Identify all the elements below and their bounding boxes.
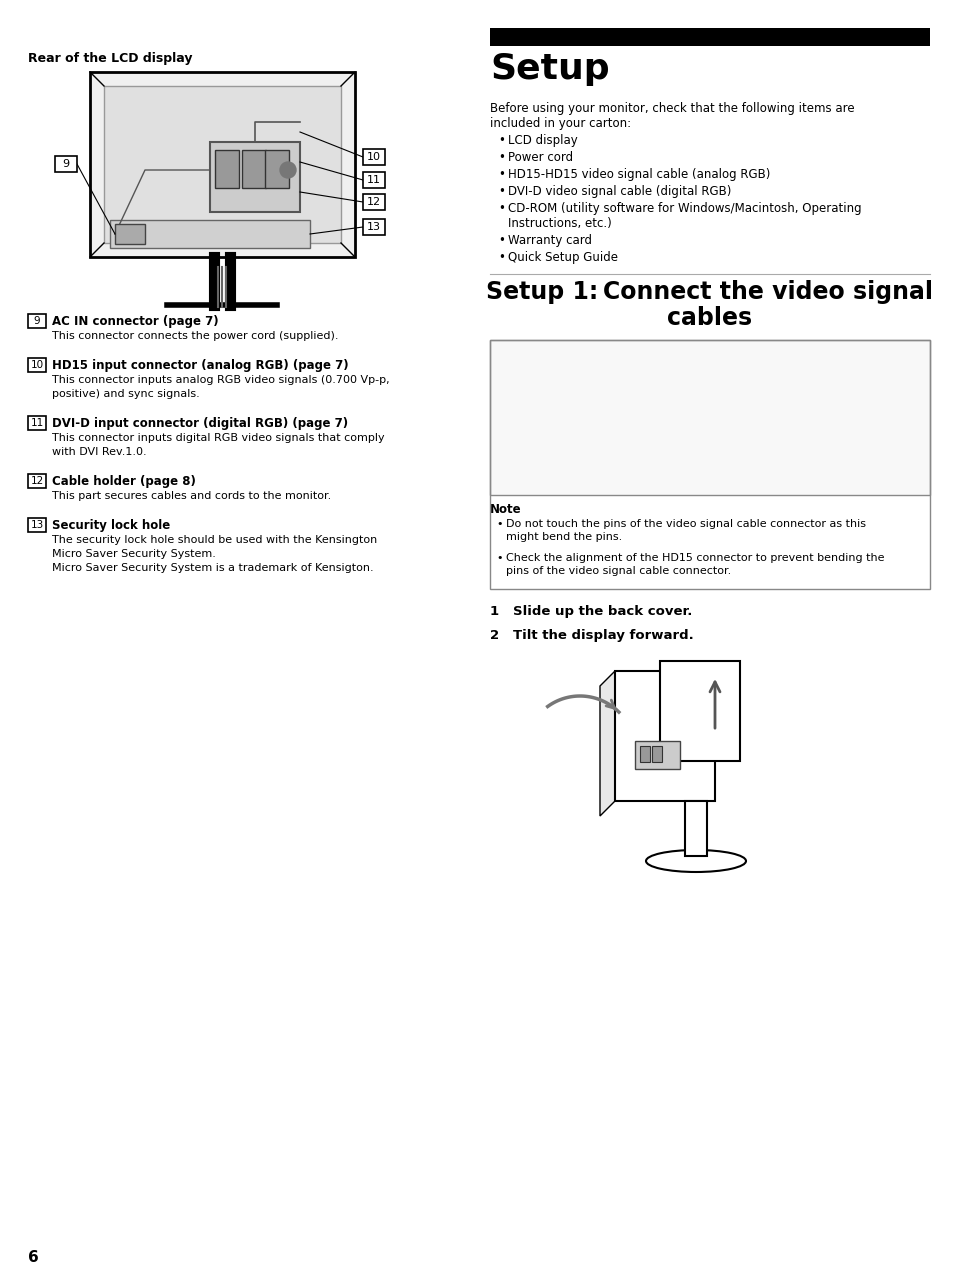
Text: pins of the video signal cable connector.: pins of the video signal cable connector… bbox=[505, 566, 731, 576]
Bar bbox=[104, 87, 340, 243]
Text: •: • bbox=[497, 152, 504, 164]
Bar bbox=[635, 741, 679, 769]
Text: Turn off the monitor and computer before connecting: Turn off the monitor and computer before… bbox=[510, 350, 864, 363]
Text: CD-ROM (utility software for Windows/Macintosh, Operating: CD-ROM (utility software for Windows/Mac… bbox=[507, 203, 861, 215]
Text: HD15-HD15 video signal cable (analog RGB): HD15-HD15 video signal cable (analog RGB… bbox=[507, 168, 770, 181]
Text: 10: 10 bbox=[367, 152, 380, 162]
Text: The security lock hole should be used with the Kensington: The security lock hole should be used wi… bbox=[52, 535, 376, 545]
Bar bbox=[55, 155, 77, 172]
Text: •: • bbox=[496, 519, 502, 529]
Bar bbox=[28, 519, 46, 533]
Text: 13: 13 bbox=[367, 222, 380, 232]
Text: This connector connects the power cord (supplied).: This connector connects the power cord (… bbox=[52, 331, 338, 341]
Text: LCD display: LCD display bbox=[507, 134, 578, 147]
Bar bbox=[615, 671, 714, 801]
Bar bbox=[110, 220, 310, 248]
Text: cables: cables bbox=[667, 306, 752, 330]
Bar bbox=[490, 340, 929, 589]
Bar bbox=[28, 474, 46, 488]
Text: might bend the pins.: might bend the pins. bbox=[505, 533, 621, 541]
Text: with DVI Rev.1.0.: with DVI Rev.1.0. bbox=[52, 447, 147, 457]
Circle shape bbox=[280, 162, 295, 178]
Text: Power cord: Power cord bbox=[507, 152, 573, 164]
Text: them.: them. bbox=[510, 364, 548, 378]
Text: Security lock hole: Security lock hole bbox=[52, 519, 170, 533]
Bar bbox=[639, 747, 649, 762]
Text: input connector (analog RGB), refer to “Connect a: input connector (analog RGB), refer to “… bbox=[510, 403, 843, 417]
Bar bbox=[684, 801, 706, 856]
Bar bbox=[490, 28, 929, 46]
Bar bbox=[28, 313, 46, 327]
Bar bbox=[265, 150, 289, 189]
Text: 6: 6 bbox=[28, 1250, 39, 1265]
Text: 11: 11 bbox=[30, 418, 44, 428]
Bar bbox=[115, 224, 145, 245]
Text: Rear of the LCD display: Rear of the LCD display bbox=[28, 52, 193, 65]
Text: 12: 12 bbox=[367, 197, 380, 206]
Text: Note: Note bbox=[490, 503, 521, 516]
Text: Before using your monitor, check that the following items are
included in your c: Before using your monitor, check that th… bbox=[490, 102, 854, 130]
Bar bbox=[363, 172, 385, 189]
Text: When connecting the computer to the monitor’s HD15: When connecting the computer to the moni… bbox=[510, 389, 870, 401]
Text: DVI-D video signal cable (digital RGB): DVI-D video signal cable (digital RGB) bbox=[507, 185, 731, 197]
Text: Setup 1: Connect the video signal: Setup 1: Connect the video signal bbox=[486, 280, 933, 304]
Text: 13: 13 bbox=[30, 520, 44, 530]
Text: Micro Saver Security System.: Micro Saver Security System. bbox=[52, 549, 215, 559]
Text: •: • bbox=[497, 134, 504, 147]
Text: Do not touch the pins of the video signal cable connector as this: Do not touch the pins of the video signa… bbox=[505, 519, 865, 529]
Bar bbox=[214, 150, 239, 189]
Polygon shape bbox=[599, 671, 615, 817]
Text: •: • bbox=[497, 203, 504, 215]
Text: Instructions, etc.): Instructions, etc.) bbox=[507, 217, 611, 231]
Text: •: • bbox=[497, 185, 504, 197]
Ellipse shape bbox=[645, 850, 745, 871]
Text: HD15 input connector (analog RGB) (page 7): HD15 input connector (analog RGB) (page … bbox=[52, 359, 348, 372]
Text: This connector inputs digital RGB video signals that comply: This connector inputs digital RGB video … bbox=[52, 433, 384, 443]
Bar bbox=[90, 73, 355, 257]
Bar bbox=[651, 747, 661, 762]
Bar bbox=[363, 194, 385, 210]
Bar bbox=[363, 219, 385, 234]
Text: 1   Slide up the back cover.: 1 Slide up the back cover. bbox=[490, 605, 692, 618]
Text: This connector inputs analog RGB video signals (0.700 Vp-p,: This connector inputs analog RGB video s… bbox=[52, 375, 389, 385]
Text: Setup: Setup bbox=[490, 52, 609, 87]
Text: DVI-D input connector (digital RGB) (page 7): DVI-D input connector (digital RGB) (pag… bbox=[52, 417, 348, 431]
Bar bbox=[28, 417, 46, 431]
Text: •: • bbox=[497, 389, 505, 401]
Text: AC IN connector (page 7): AC IN connector (page 7) bbox=[52, 315, 218, 327]
Text: 9: 9 bbox=[62, 159, 70, 169]
Text: •: • bbox=[497, 350, 505, 363]
Text: 2   Tilt the display forward.: 2 Tilt the display forward. bbox=[490, 629, 693, 642]
Text: 11: 11 bbox=[367, 175, 380, 185]
Text: •: • bbox=[497, 234, 504, 247]
Bar bbox=[490, 340, 929, 496]
Bar bbox=[28, 358, 46, 372]
Text: positive) and sync signals.: positive) and sync signals. bbox=[52, 389, 199, 399]
Text: Check the alignment of the HD15 connector to prevent bending the: Check the alignment of the HD15 connecto… bbox=[505, 553, 883, 563]
Text: 9: 9 bbox=[33, 316, 40, 326]
Text: •: • bbox=[497, 168, 504, 181]
Text: Warranty card: Warranty card bbox=[507, 234, 592, 247]
Text: Quick Setup Guide: Quick Setup Guide bbox=[507, 251, 618, 264]
Bar bbox=[363, 149, 385, 166]
Text: •: • bbox=[497, 251, 504, 264]
Text: (analog RGB).”: (analog RGB).” bbox=[510, 433, 609, 446]
Text: •: • bbox=[496, 553, 502, 563]
Text: This part secures cables and cords to the monitor.: This part secures cables and cords to th… bbox=[52, 490, 331, 501]
Text: 12: 12 bbox=[30, 476, 44, 485]
Text: computer equipped with an HD15 output connector: computer equipped with an HD15 output co… bbox=[510, 418, 850, 431]
Bar bbox=[242, 150, 266, 189]
Bar bbox=[659, 661, 740, 761]
Text: 10: 10 bbox=[30, 361, 44, 369]
Text: Cable holder (page 8): Cable holder (page 8) bbox=[52, 475, 195, 488]
Bar bbox=[210, 141, 299, 211]
Text: Micro Saver Security System is a trademark of Kensigton.: Micro Saver Security System is a tradema… bbox=[52, 563, 374, 573]
